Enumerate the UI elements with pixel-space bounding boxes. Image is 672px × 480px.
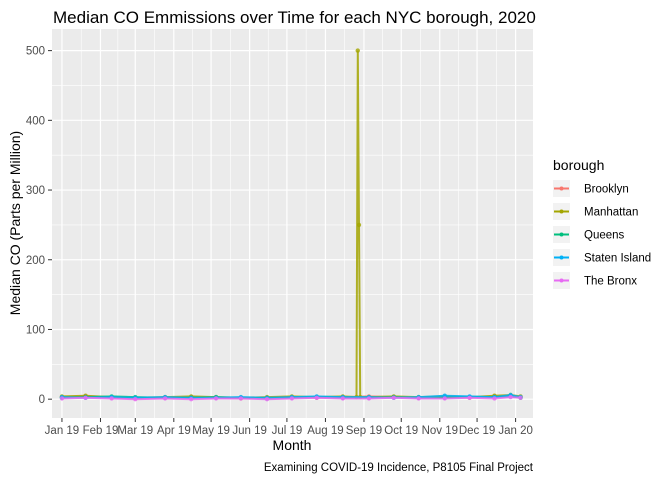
- chart-title: Median CO Emmissions over Time for each …: [53, 8, 536, 27]
- y-axis: 0 100 200 300 400 500: [26, 46, 52, 406]
- x-tick-label: Jun 19: [232, 425, 267, 437]
- legend-key-point-manhattan: [559, 209, 564, 214]
- legend-label-staten-island: Staten Island: [584, 253, 651, 265]
- data-point-the-bronx: [133, 396, 138, 402]
- y-tick-label: 300: [26, 185, 45, 197]
- data-point-the-bronx: [162, 396, 168, 401]
- data-point-the-bronx: [213, 396, 219, 401]
- data-point-the-bronx: [83, 395, 88, 400]
- x-tick-label: Oct 19: [384, 425, 418, 437]
- data-point-the-bronx: [416, 396, 421, 401]
- legend-title: borough: [553, 157, 604, 173]
- data-point-the-bronx: [366, 396, 372, 401]
- data-point-the-bronx: [238, 396, 244, 401]
- data-point-manhattan: [356, 222, 362, 228]
- legend-key-point-staten-island: [559, 255, 564, 260]
- data-point-the-bronx: [492, 396, 497, 401]
- legend-label-brooklyn: Brooklyn: [584, 184, 629, 196]
- legend-key-point-queens: [559, 232, 564, 237]
- data-point-the-bronx: [442, 396, 447, 401]
- data-point-the-bronx: [391, 395, 396, 400]
- y-tick-label: 500: [26, 46, 45, 58]
- data-point-manhattan: [355, 48, 360, 53]
- x-tick-label: Jan 20: [498, 425, 533, 437]
- y-tick-label: 200: [26, 255, 45, 267]
- data-point-the-bronx: [289, 396, 295, 401]
- x-tick-label: Jul 19: [272, 425, 303, 437]
- x-tick-label: Apr 19: [157, 425, 191, 437]
- caption: Examining COVID-19 Incidence, P8105 Fina…: [264, 462, 534, 474]
- data-point-the-bronx: [59, 396, 65, 401]
- x-tick-label: May 19: [192, 425, 230, 437]
- series-line-staten-island: [61, 393, 521, 399]
- grid-minor: [52, 29, 533, 418]
- data-point-the-bronx: [508, 394, 513, 400]
- data-point-the-bronx: [189, 396, 194, 402]
- data-point-the-bronx: [340, 396, 346, 401]
- data-point-the-bronx: [518, 395, 523, 400]
- x-tick-label: Mar 19: [117, 425, 153, 437]
- x-axis-title: Month: [273, 437, 312, 453]
- data-point-the-bronx: [314, 395, 319, 400]
- data-point-the-bronx: [109, 396, 114, 401]
- legend-label-manhattan: Manhattan: [584, 207, 638, 219]
- data-point-the-bronx: [467, 395, 472, 400]
- x-tick-label: Sep 19: [346, 425, 382, 437]
- x-tick-label: Jan 19: [45, 425, 80, 437]
- series-layer: [59, 48, 523, 402]
- legend-label-queens: Queens: [584, 230, 625, 242]
- plot-panel: [52, 29, 533, 418]
- legend-key-point-the-bronx: [559, 278, 564, 283]
- y-tick-label: 100: [26, 324, 45, 336]
- y-tick-label: 400: [26, 115, 45, 127]
- series-line-the-bronx: [61, 396, 521, 401]
- y-tick-label: 0: [39, 394, 45, 406]
- legend: borough Brooklyn Manhattan Queens Staten Is…: [553, 157, 651, 289]
- y-axis-title: Median CO (Parts per Million): [7, 131, 23, 315]
- x-tick-label: Dec 19: [459, 425, 495, 437]
- legend-label-the-bronx: The Bronx: [584, 276, 637, 288]
- data-point-the-bronx: [264, 396, 270, 402]
- legend-key-point-brooklyn: [559, 186, 564, 191]
- x-tick-label: Feb 19: [83, 425, 119, 437]
- x-tick-label: Aug 19: [307, 425, 343, 437]
- x-tick-label: Nov 19: [422, 425, 458, 437]
